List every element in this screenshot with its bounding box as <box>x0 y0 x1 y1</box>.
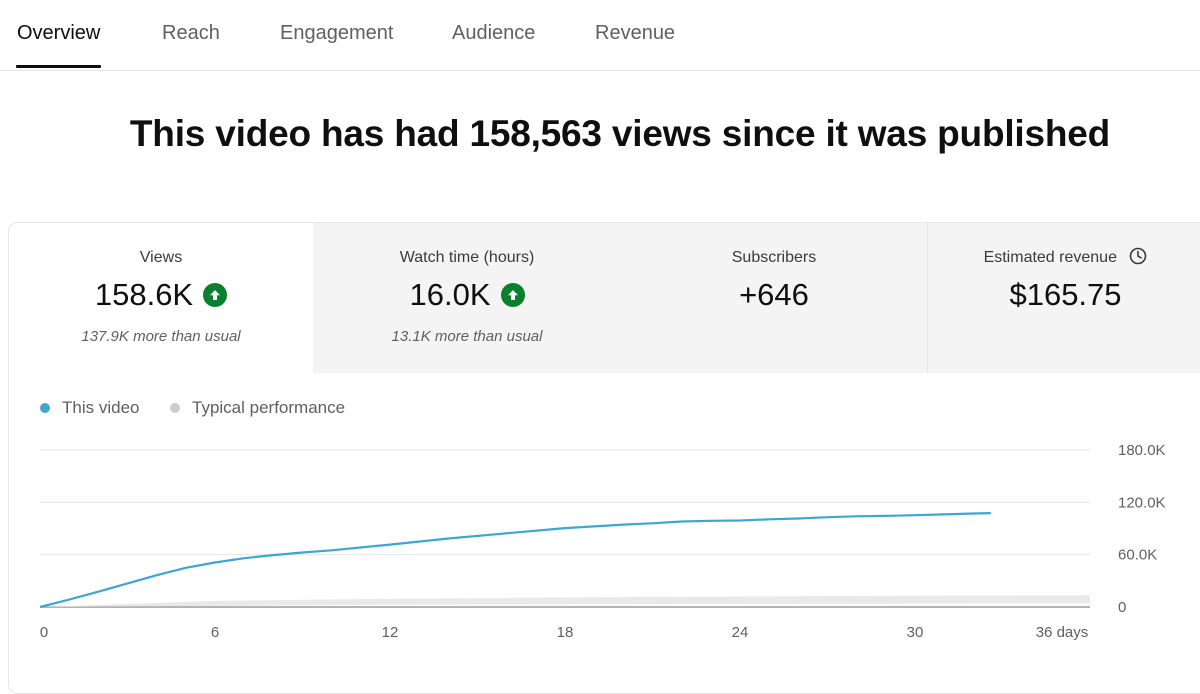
x-tick-label: 18 <box>557 624 574 641</box>
legend-label: This video <box>62 398 140 417</box>
legend-dot <box>40 403 50 413</box>
up-arrow-icon <box>500 283 525 307</box>
metric-comparison: 137.9K more than usual <box>81 328 241 345</box>
metric-value-row: 16.0K <box>313 277 621 313</box>
views-line-chart: 0 60.0K 120.0K 180.0K 0 6 12 18 24 30 36 days <box>39 442 1166 641</box>
metric-value: 16.0K <box>409 277 491 312</box>
metric-label: Views <box>139 249 183 266</box>
legend-this-video[interactable]: This video <box>40 398 139 418</box>
tab-revenue[interactable]: Revenue <box>595 22 676 44</box>
metric-estimated-revenue[interactable]: Estimated revenue $165.75 <box>928 223 1200 373</box>
x-tick-label: 12 <box>382 624 399 641</box>
page-headline: This video has had 158,563 views since i… <box>129 113 1111 154</box>
x-tick-label: 36 days <box>1036 624 1089 641</box>
metric-label: Watch time (hours) <box>399 249 535 266</box>
metric-value-row: 158.6K <box>9 277 313 313</box>
metric-value-row: +646 <box>621 277 927 313</box>
typical-performance-band <box>40 595 1090 607</box>
tab-engagement[interactable]: Engagement <box>280 22 394 44</box>
x-tick-label: 0 <box>40 624 48 641</box>
metric-label: Estimated revenue <box>983 249 1117 266</box>
metric-comparison: 13.1K more than usual <box>391 328 543 345</box>
y-tick-label: 0 <box>1118 599 1126 616</box>
legend-label: Typical performance <box>192 398 346 417</box>
legend-typical-performance[interactable]: Typical performance <box>170 398 345 418</box>
up-arrow-icon <box>203 283 228 307</box>
y-tick-label: 180.0K <box>1118 442 1166 459</box>
clock-icon <box>1130 247 1147 265</box>
tab-audience[interactable]: Audience <box>452 22 536 44</box>
metric-value: 158.6K <box>94 277 194 312</box>
y-tick-label: 120.0K <box>1118 494 1166 511</box>
metric-label: Subscribers <box>731 249 817 266</box>
tab-overview[interactable]: Overview <box>17 22 101 44</box>
metric-subscribers[interactable]: Subscribers +646 <box>621 223 927 373</box>
tab-bar: Overview Reach Engagement Audience Reven… <box>0 0 1200 71</box>
active-tab-indicator <box>16 65 101 68</box>
metric-label-row: Estimated revenue <box>928 247 1200 267</box>
metric-divider <box>927 223 928 373</box>
this-video-line <box>39 512 991 609</box>
metric-value-row: $165.75 <box>928 277 1200 313</box>
metric-value: +646 <box>739 277 809 312</box>
x-tick-label: 24 <box>732 624 749 641</box>
y-tick-label: 60.0K <box>1118 547 1157 564</box>
tab-reach[interactable]: Reach <box>162 22 220 44</box>
metric-views[interactable]: Views 158.6K 137.9K more than usual <box>9 223 313 373</box>
x-tick-label: 6 <box>211 624 219 641</box>
analytics-card: Views 158.6K 137.9K more than usual Watc… <box>8 222 1200 694</box>
metric-value: $165.75 <box>1009 277 1122 312</box>
metric-watch-time[interactable]: Watch time (hours) 16.0K 13.1K more than… <box>313 223 621 373</box>
legend-dot <box>170 403 180 413</box>
x-tick-label: 30 <box>907 624 924 641</box>
